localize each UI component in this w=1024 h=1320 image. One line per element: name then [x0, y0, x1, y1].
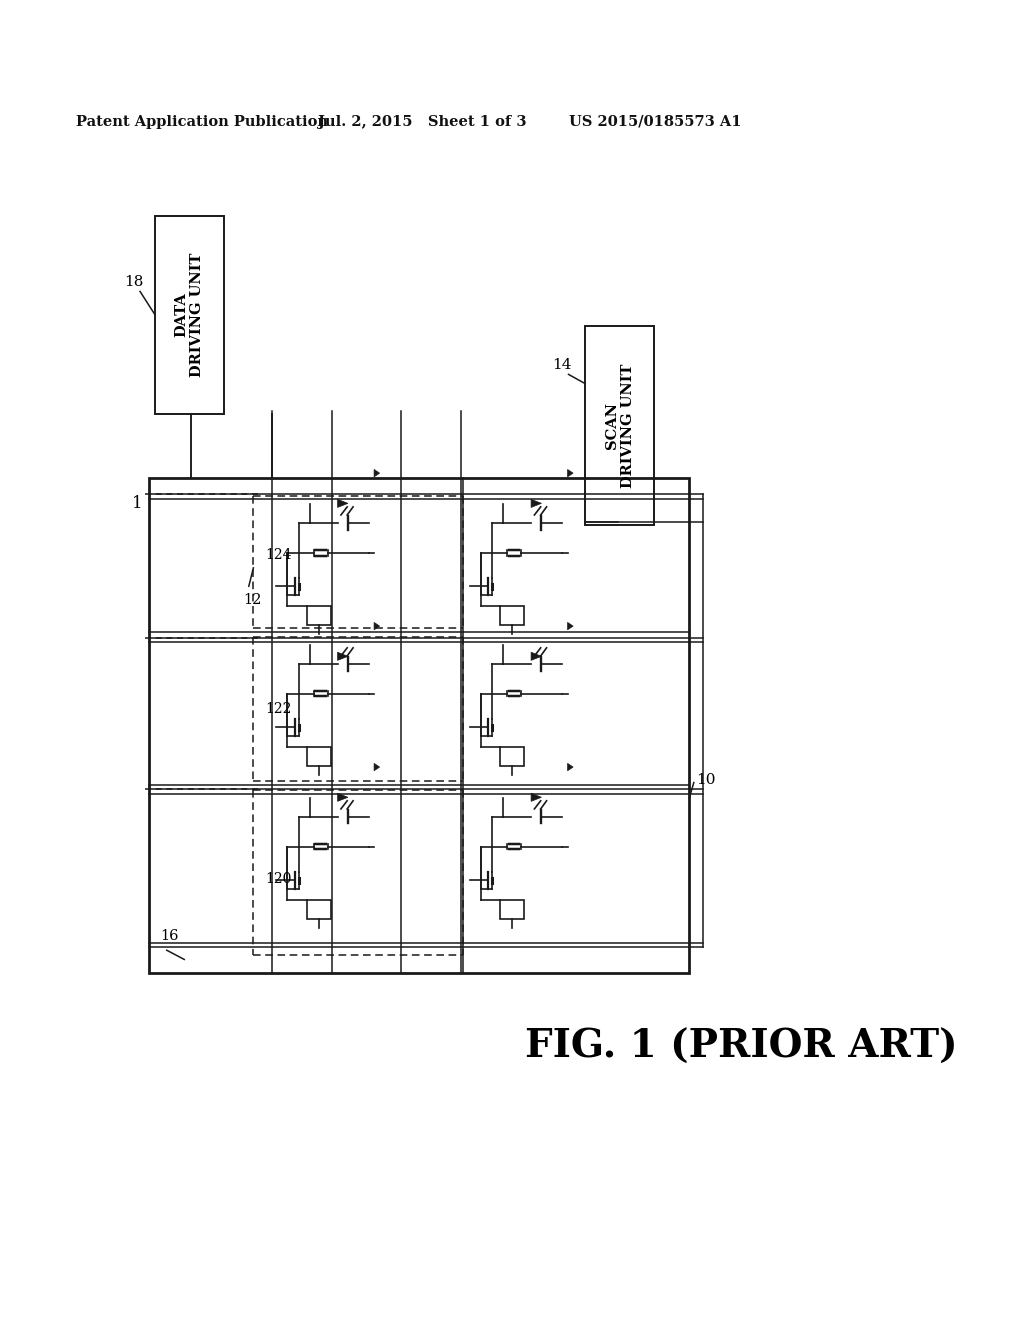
- Bar: [585, 326, 654, 524]
- Text: 14: 14: [552, 358, 571, 372]
- Bar: [307, 899, 331, 919]
- Text: SCAN
DRIVING UNIT: SCAN DRIVING UNIT: [604, 363, 635, 487]
- Polygon shape: [531, 652, 542, 660]
- Polygon shape: [531, 499, 542, 507]
- Polygon shape: [338, 499, 348, 507]
- Bar: [307, 606, 331, 624]
- Polygon shape: [567, 470, 573, 477]
- Text: 10: 10: [696, 772, 716, 787]
- Polygon shape: [567, 763, 573, 771]
- Polygon shape: [374, 470, 380, 477]
- Polygon shape: [338, 793, 348, 801]
- Polygon shape: [567, 623, 573, 630]
- Bar: [501, 747, 524, 766]
- Text: 120: 120: [265, 873, 292, 886]
- Polygon shape: [338, 652, 348, 660]
- Bar: [307, 747, 331, 766]
- Text: Patent Application Publication: Patent Application Publication: [77, 115, 329, 128]
- Bar: [150, 478, 689, 973]
- Polygon shape: [374, 763, 380, 771]
- Text: FIG. 1 (PRIOR ART): FIG. 1 (PRIOR ART): [525, 1028, 957, 1067]
- Polygon shape: [374, 623, 380, 630]
- Bar: [501, 899, 524, 919]
- Text: Jul. 2, 2015   Sheet 1 of 3: Jul. 2, 2015 Sheet 1 of 3: [317, 115, 526, 128]
- Text: 16: 16: [161, 929, 179, 944]
- Text: US 2015/0185573 A1: US 2015/0185573 A1: [569, 115, 742, 128]
- Bar: [155, 216, 224, 414]
- Text: 18: 18: [124, 276, 143, 289]
- Text: 124: 124: [265, 548, 292, 562]
- Bar: [501, 606, 524, 624]
- Polygon shape: [531, 793, 542, 801]
- Text: 12: 12: [244, 593, 261, 607]
- Text: DATA
DRIVING UNIT: DATA DRIVING UNIT: [174, 252, 205, 378]
- Text: 1: 1: [132, 495, 142, 512]
- Text: 122: 122: [265, 702, 292, 715]
